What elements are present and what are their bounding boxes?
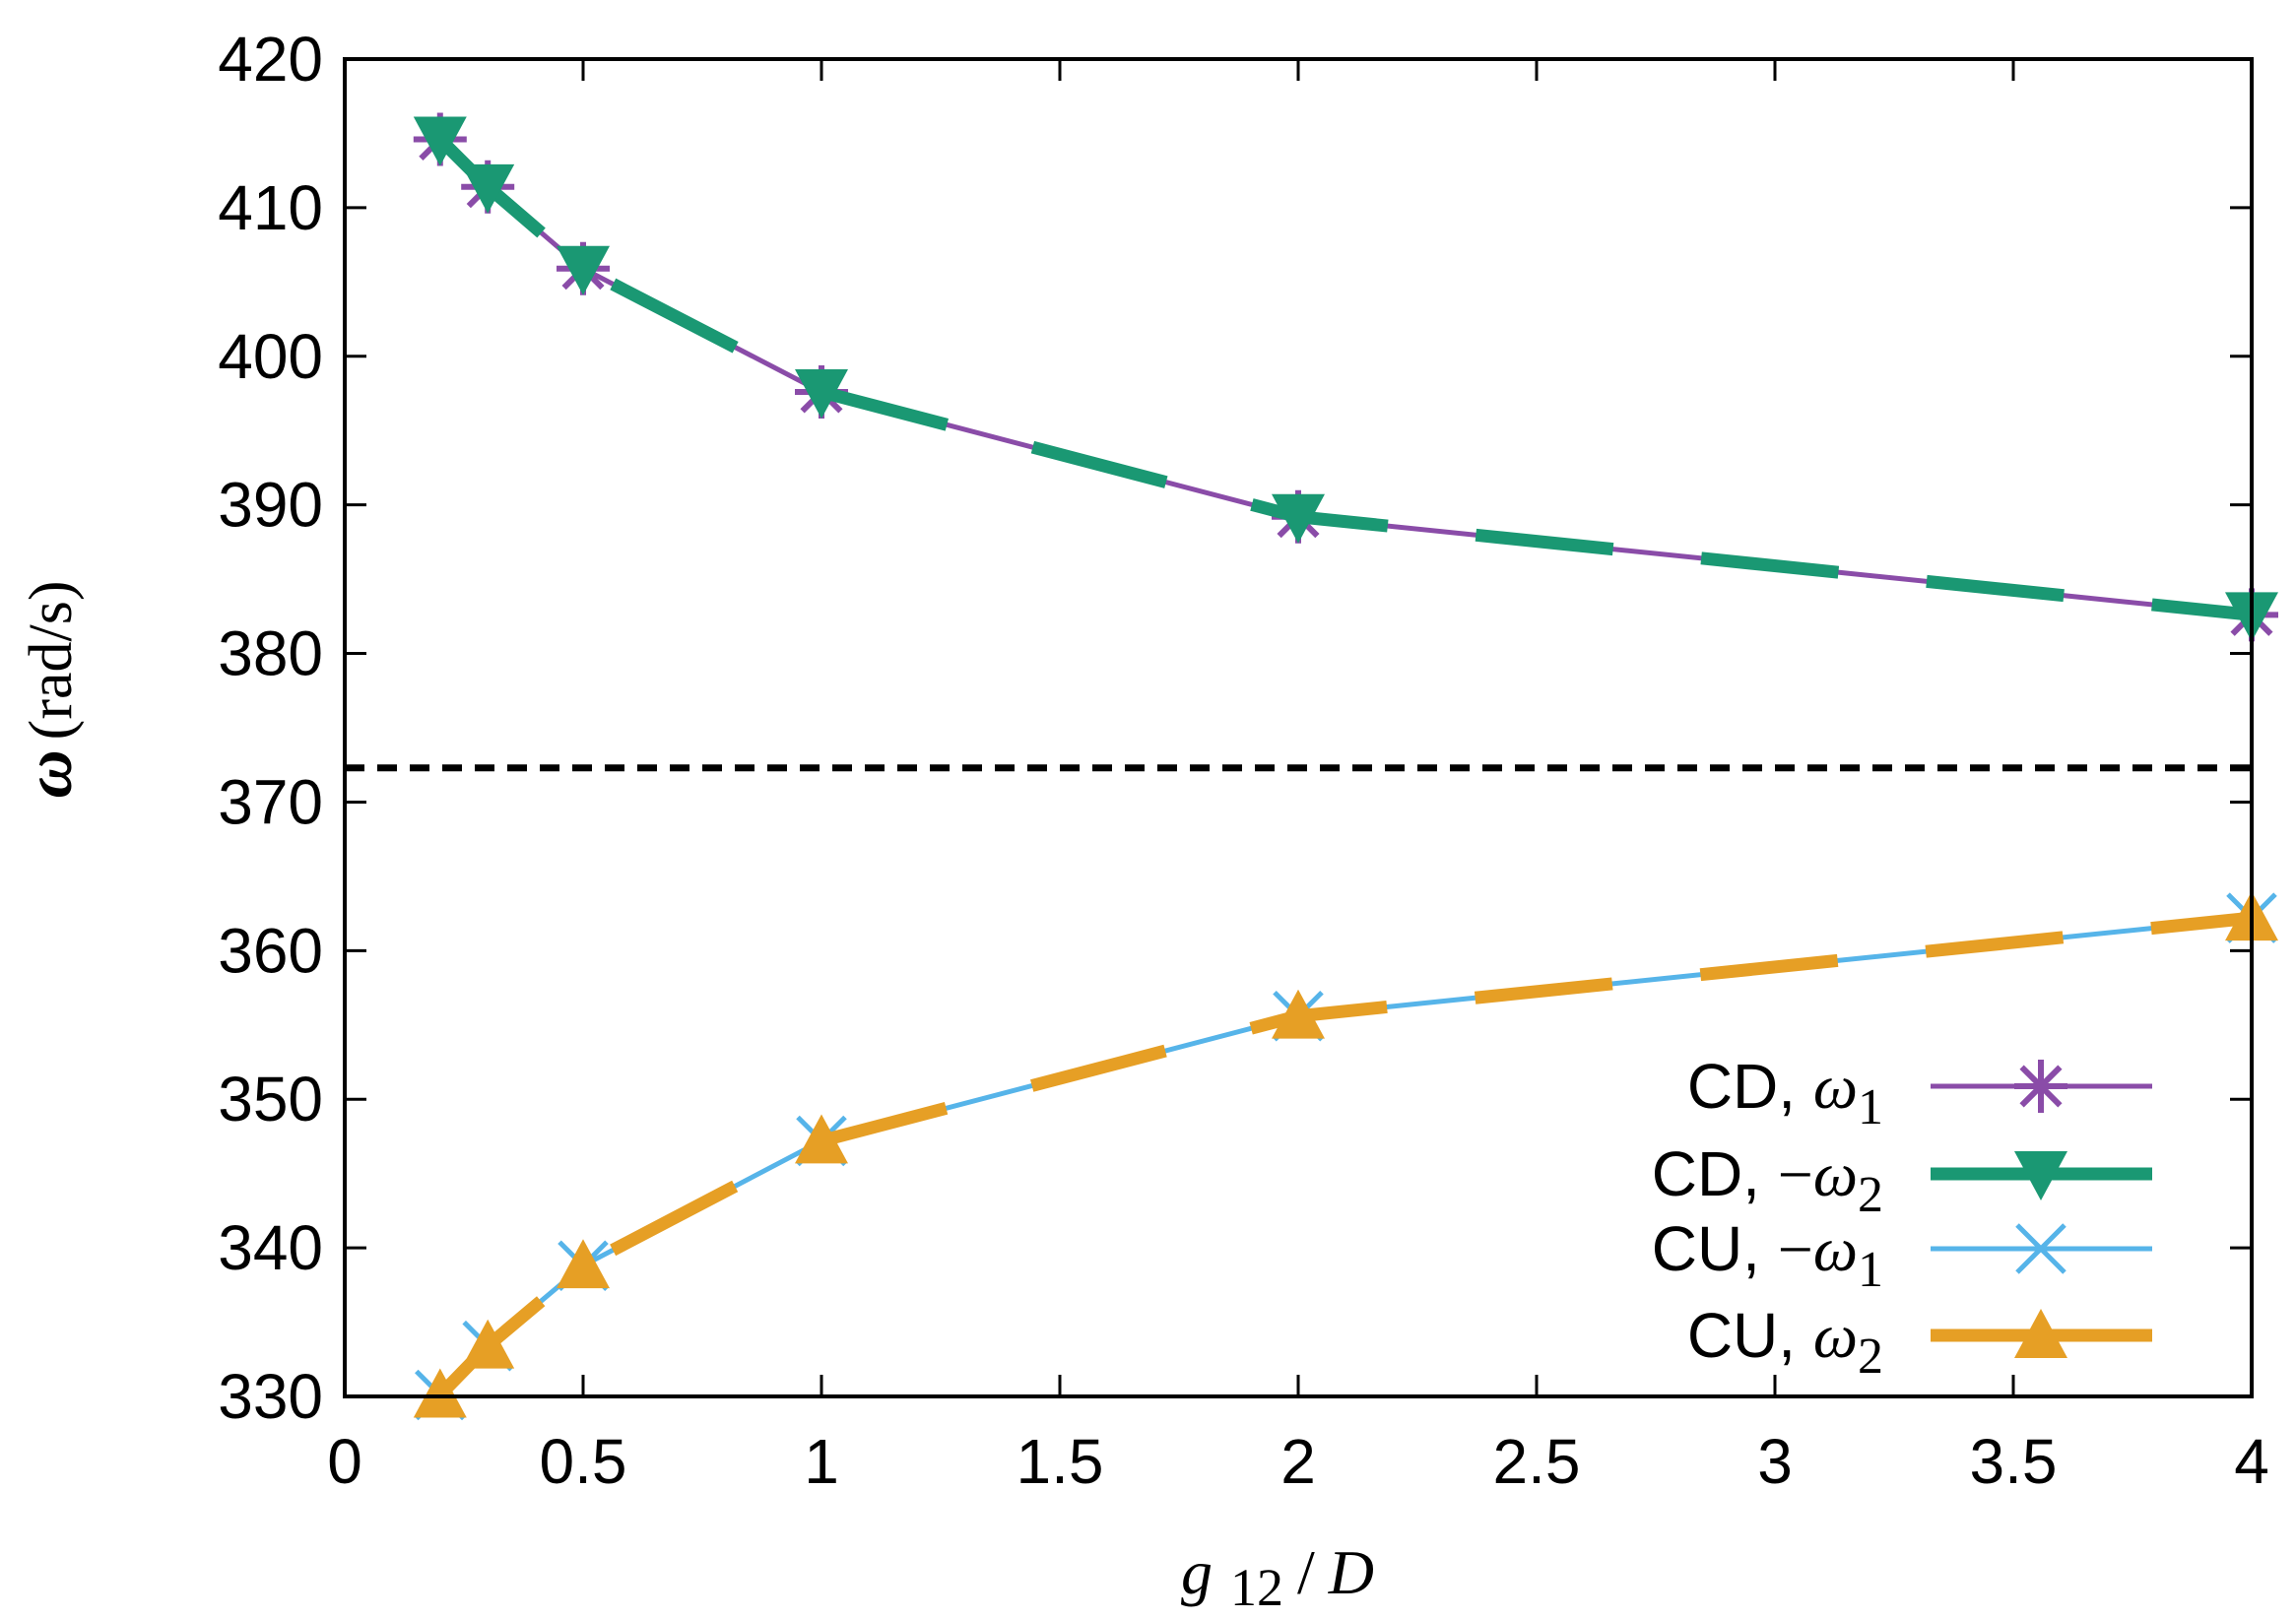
axis-ticks: 0 0.5 1 1.5 2 2.5 3 3.5 4 330 340 350 360 370 380 390 40… (218, 24, 2269, 1497)
x-axis-label: g 12/D (1181, 1537, 1374, 1617)
x-tick-label: 0.5 (540, 1426, 627, 1497)
data-point (795, 1114, 848, 1164)
legend-entry: CD, ω1 (1687, 1051, 2152, 1135)
x-tick-label: 1 (804, 1426, 839, 1497)
y-tick-label: 350 (218, 1064, 323, 1134)
x-tick-label: 2 (1280, 1426, 1316, 1497)
y-axis-label: ω(rad/s) (11, 581, 86, 799)
legend-entry: CD, −ω2 (1652, 1138, 2152, 1223)
x-tick-label: 3.5 (1970, 1426, 2058, 1497)
legend-label: CU, −ω1 (1652, 1213, 1883, 1298)
x-tick-label: 2.5 (1493, 1426, 1581, 1497)
legend-label: CU, ω2 (1687, 1300, 1883, 1385)
y-tick-label: 400 (218, 321, 323, 392)
data-point (1272, 989, 1325, 1039)
marker-stroke (2019, 1065, 2063, 1108)
legend-marker (2014, 1151, 2067, 1200)
legend-entry: CU, −ω1 (1652, 1213, 2152, 1298)
legend-label: CD, −ω2 (1652, 1138, 1883, 1223)
series-line (438, 137, 2253, 617)
y-tick-label: 340 (218, 1212, 323, 1283)
data-point (557, 1239, 610, 1289)
y-tick-label: 360 (218, 915, 323, 986)
y-tick-label: 390 (218, 470, 323, 541)
series-line (435, 134, 2253, 621)
y-tick-label: 420 (218, 24, 323, 95)
series-2 (413, 116, 2278, 642)
legend-marker (2015, 1223, 2066, 1274)
y-tick-label: 370 (218, 766, 323, 837)
plot-marks (345, 112, 2278, 1421)
x-tick-label: 4 (2234, 1426, 2269, 1497)
data-point (795, 369, 848, 419)
data-point (413, 1368, 467, 1418)
series-line (435, 911, 2253, 1400)
data-point (557, 245, 610, 295)
plot-frame (343, 57, 2254, 1398)
y-tick-label: 330 (218, 1361, 323, 1432)
legend-entry: CU, ω2 (1687, 1300, 2152, 1385)
y-tick-label: 410 (218, 172, 323, 243)
x-tick-label: 3 (1757, 1426, 1793, 1497)
series-1 (413, 112, 2278, 642)
x-tick-label: 1.5 (1017, 1426, 1104, 1497)
data-point (413, 116, 467, 166)
x-tick-label: 0 (327, 1426, 362, 1497)
data-point (461, 1319, 515, 1369)
data-point (461, 163, 515, 214)
data-point (1272, 493, 1325, 544)
legend-marker (2014, 1060, 2067, 1113)
series-4 (413, 891, 2278, 1418)
y-tick-label: 380 (218, 618, 323, 689)
marker-stroke (2015, 1223, 2066, 1274)
legend-marker (2014, 1309, 2067, 1358)
legend-label: CD, ω1 (1687, 1051, 1883, 1135)
series-line (438, 915, 2253, 1397)
